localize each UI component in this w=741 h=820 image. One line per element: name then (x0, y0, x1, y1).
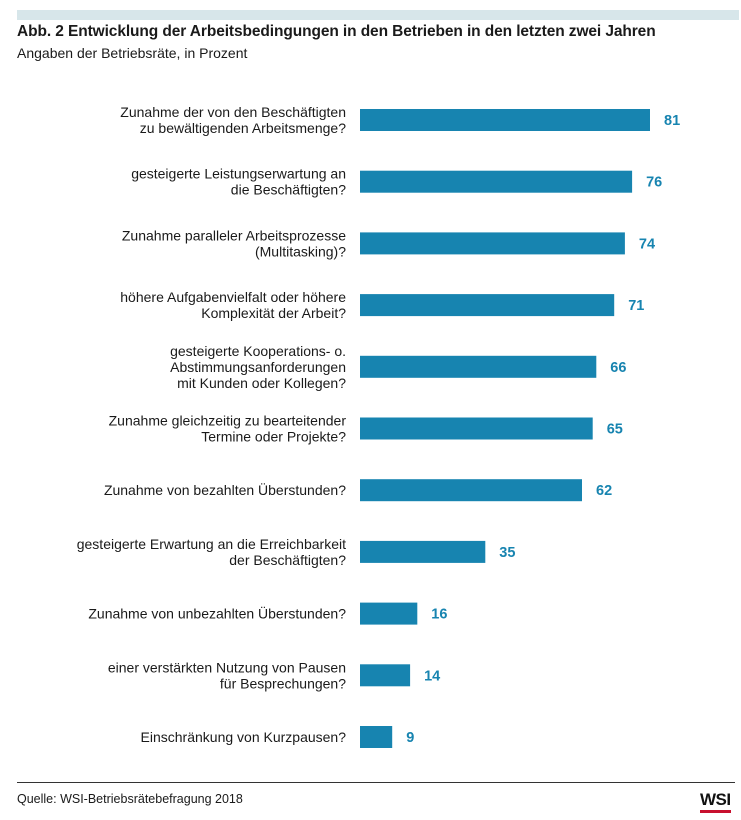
bar-3 (360, 232, 625, 255)
category-label-10: einer verstärkten Nutzung von Pausen für … (108, 659, 346, 691)
value-label-2: 76 (646, 175, 662, 191)
category-label-line: Zunahme von bezahlten Überstunden? (104, 481, 346, 498)
value-label-8: 35 (499, 545, 515, 561)
category-label-11: Einschränkung von Kurzpausen? (141, 729, 347, 745)
bar-6 (360, 417, 593, 440)
category-label-line: für Besprechungen? (220, 675, 346, 691)
category-label-5: gesteigerte Kooperations- o. Abstimmungsa… (170, 343, 346, 391)
category-label-line: Abstimmungsanforderungen (170, 359, 346, 375)
category-label-line: Zunahme der von den Beschäftigten (120, 104, 346, 120)
value-label-5: 66 (610, 360, 626, 376)
category-label-line: höhere Aufgabenvielfalt oder höhere (120, 289, 346, 305)
bar-11 (360, 726, 393, 748)
bar-10 (360, 664, 411, 687)
bar-chart: 81 Zunahme der von den Beschäftigten zu be… (77, 104, 680, 748)
chart-subtitle: Angaben der Betriebsräte, in Prozent (17, 45, 248, 61)
category-label-line: Termine oder Projekte? (201, 429, 346, 445)
bar-8 (360, 540, 486, 563)
bar-4 (360, 294, 615, 317)
category-label-6: Zunahme gleichzeitig zu bearteitender Ter… (109, 413, 347, 445)
category-label-9: Zunahme von unbezahlten Überstunden? (88, 605, 346, 622)
value-label-7: 62 (596, 483, 612, 499)
category-label-7: Zunahme von bezahlten Überstunden? (104, 481, 346, 498)
category-label-line: Einschränkung von Kurzpausen? (141, 729, 347, 745)
bar-2 (360, 170, 633, 193)
category-label-8: gesteigerte Erwartung an die Erreichbark… (77, 536, 346, 568)
category-label-line: Zunahme gleichzeitig zu bearteitender (109, 413, 347, 429)
value-label-3: 74 (639, 236, 655, 252)
category-label-line: (Multitasking)? (255, 243, 346, 259)
bar-7 (360, 479, 582, 502)
category-label-3: Zunahme paralleler Arbeitsprozesse (Multi… (122, 227, 346, 259)
category-label-line: gesteigerte Kooperations- o. (170, 343, 346, 359)
category-label-line: der Beschäftigten? (229, 552, 346, 568)
category-label-1: Zunahme der von den Beschäftigten zu bewä… (120, 104, 346, 136)
category-label-line: gesteigerte Leistungserwartung an (131, 166, 346, 182)
header-band (17, 10, 739, 20)
value-label-4: 71 (628, 298, 644, 314)
value-label-6: 65 (607, 422, 623, 438)
category-label-2: gesteigerte Leistungserwartung an die Bes… (131, 166, 346, 198)
category-label-line: einer verstärkten Nutzung von Pausen (108, 659, 346, 675)
bar-5 (360, 355, 597, 378)
footer-divider (17, 782, 735, 783)
category-label-line: gesteigerte Erwartung an die Erreichbark… (77, 536, 346, 552)
category-label-4: höhere Aufgabenvielfalt oder höhere Kompl… (120, 289, 346, 321)
bar-1 (360, 109, 650, 131)
value-label-1: 81 (664, 113, 680, 129)
source-note: Quelle: WSI-Betriebsrätebefragung 2018 (17, 792, 243, 806)
category-label-line: zu bewältigenden Arbeitsmenge? (140, 120, 346, 136)
wsi-logo: WSI (700, 791, 731, 813)
category-label-line: Zunahme von unbezahlten Überstunden? (88, 605, 346, 622)
value-label-11: 9 (406, 730, 414, 746)
category-label-line: Komplexität der Arbeit? (201, 305, 346, 321)
value-label-9: 16 (431, 607, 447, 623)
category-label-line: Zunahme paralleler Arbeitsprozesse (122, 227, 346, 243)
chart-title: Abb. 2 Entwicklung der Arbeitsbedingunge… (17, 23, 656, 40)
value-label-10: 14 (424, 668, 440, 684)
bar-9 (360, 602, 418, 625)
category-label-line: die Beschäftigten? (231, 182, 346, 198)
category-label-line: mit Kunden oder Kollegen? (177, 375, 346, 391)
